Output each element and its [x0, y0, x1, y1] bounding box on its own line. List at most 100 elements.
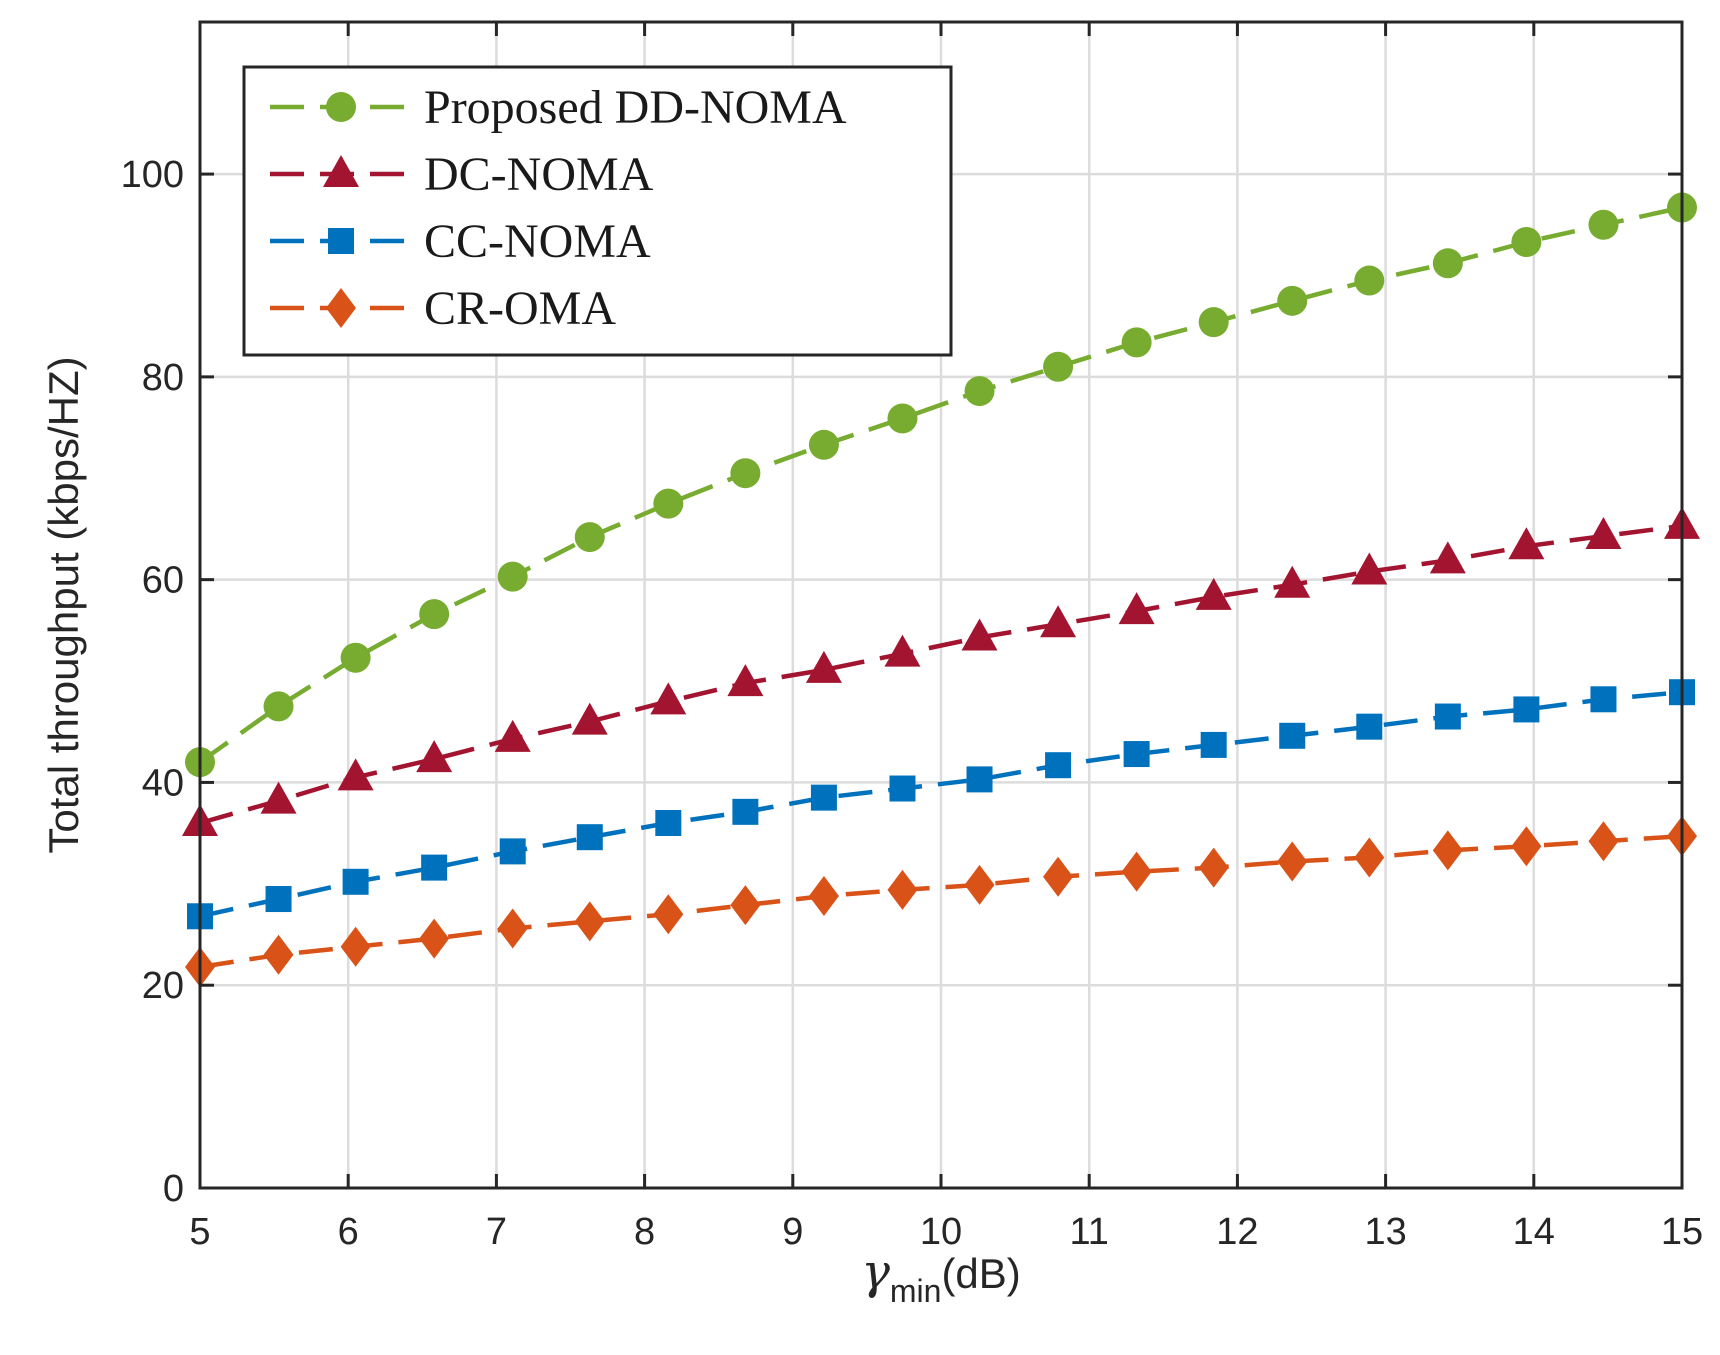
legend-entry-proposed-dd-noma: Proposed DD-NOMA — [270, 81, 847, 134]
data-point-cr-oma — [1588, 821, 1619, 862]
legend-entry-cc-noma: CC-NOMA — [270, 215, 651, 268]
legend-marker-dc-noma — [323, 155, 359, 187]
x-tick-label: 13 — [1364, 1211, 1406, 1253]
data-point-dc-noma — [1274, 565, 1311, 598]
series-layer — [182, 192, 1700, 987]
data-point-proposed-dd-noma — [808, 429, 839, 460]
legend-label-cr-oma: CR-OMA — [424, 282, 616, 335]
data-point-proposed-dd-noma — [497, 561, 528, 592]
legend-marker-proposed-dd-noma — [326, 92, 356, 122]
data-point-cc-noma — [421, 854, 448, 881]
data-point-dc-noma — [494, 719, 531, 752]
y-tick-label: 80 — [142, 357, 184, 399]
data-point-proposed-dd-noma — [653, 488, 684, 519]
series-line-proposed-dd-noma — [198, 205, 1683, 764]
series-cc-noma — [187, 679, 1695, 930]
data-point-cr-oma — [1277, 841, 1308, 882]
data-point-cr-oma — [1511, 826, 1542, 867]
data-point-dc-noma — [571, 702, 608, 735]
data-point-cc-noma — [1356, 713, 1383, 740]
data-point-dc-noma — [961, 618, 998, 651]
data-point-dc-noma — [805, 650, 842, 683]
data-point-proposed-dd-noma — [1354, 265, 1385, 296]
data-point-cr-oma — [1043, 856, 1074, 897]
data-point-dc-noma — [337, 758, 374, 791]
y-tick-label: 100 — [121, 154, 184, 196]
x-axis-symbol: γ — [861, 1244, 890, 1300]
legend-marker-cc-noma — [328, 228, 354, 254]
legend: Proposed DD-NOMA DC-NOMA CC-NOMA CR-OMA — [242, 65, 953, 357]
data-point-cr-oma — [340, 926, 371, 967]
x-tick-label: 5 — [189, 1211, 210, 1253]
data-point-cr-oma — [574, 901, 605, 942]
data-point-cr-oma — [419, 918, 450, 959]
data-point-cc-noma — [732, 798, 759, 825]
data-point-proposed-dd-noma — [1277, 285, 1308, 316]
series-line-dc-noma — [199, 523, 1683, 826]
data-point-proposed-dd-noma — [419, 599, 450, 630]
data-point-dc-noma — [1585, 517, 1622, 550]
legend-entry-dc-noma: DC-NOMA — [270, 148, 654, 201]
data-point-proposed-dd-noma — [1198, 307, 1229, 338]
x-tick-label: 10 — [920, 1211, 962, 1253]
data-point-proposed-dd-noma — [263, 691, 294, 722]
x-axis-unit: (dB) — [941, 1250, 1020, 1297]
x-axis-subscript: min — [890, 1273, 942, 1309]
legend-label-cc-noma: CC-NOMA — [424, 215, 651, 268]
y-tick-label: 20 — [142, 965, 184, 1007]
data-point-cc-noma — [1590, 686, 1617, 713]
data-point-dc-noma — [1040, 605, 1077, 638]
data-point-cc-noma — [1513, 696, 1540, 723]
data-point-dc-noma — [1508, 527, 1545, 560]
data-point-proposed-dd-noma — [1588, 209, 1619, 240]
data-point-cr-oma — [808, 875, 839, 916]
x-tick-label: 8 — [634, 1211, 655, 1253]
series-proposed-dd-noma — [185, 192, 1697, 778]
x-axis-label: γmin(dB) — [861, 1244, 1021, 1309]
data-point-cc-noma — [576, 824, 603, 851]
data-point-proposed-dd-noma — [1121, 327, 1152, 358]
data-point-cc-noma — [265, 886, 292, 913]
y-tick-label: 40 — [142, 762, 184, 804]
data-point-cr-oma — [887, 869, 918, 910]
data-point-proposed-dd-noma — [1432, 248, 1463, 279]
data-point-dc-noma — [727, 664, 764, 697]
data-point-proposed-dd-noma — [340, 642, 371, 673]
x-tick-label: 14 — [1513, 1211, 1555, 1253]
x-tick-label: 11 — [1069, 1211, 1108, 1253]
legend-label-proposed-dd-noma: Proposed DD-NOMA — [424, 81, 847, 134]
data-point-cr-oma — [1432, 830, 1463, 871]
data-point-cc-noma — [810, 784, 837, 811]
data-point-cc-noma — [499, 838, 526, 865]
legend-marker-cr-oma — [326, 288, 356, 328]
data-point-dc-noma — [884, 634, 921, 667]
data-point-cr-oma — [653, 894, 684, 935]
data-point-proposed-dd-noma — [1511, 227, 1542, 258]
data-point-cr-oma — [730, 885, 761, 926]
data-point-cr-oma — [497, 908, 528, 949]
data-point-cc-noma — [1200, 731, 1227, 758]
data-point-dc-noma — [1195, 577, 1232, 610]
legend-box — [242, 65, 953, 357]
data-point-cr-oma — [1121, 851, 1152, 892]
data-point-proposed-dd-noma — [887, 403, 918, 434]
x-tick-label: 9 — [782, 1211, 803, 1253]
data-point-proposed-dd-noma — [964, 376, 995, 407]
x-tick-label: 15 — [1661, 1211, 1703, 1253]
data-point-cr-oma — [964, 864, 995, 905]
data-point-dc-noma — [1351, 552, 1388, 585]
data-point-proposed-dd-noma — [1043, 351, 1074, 382]
data-point-cr-oma — [1354, 837, 1385, 878]
data-point-dc-noma — [260, 781, 297, 814]
data-point-proposed-dd-noma — [574, 522, 605, 553]
y-tick-label: 0 — [163, 1168, 184, 1210]
data-point-cc-noma — [1279, 722, 1306, 749]
x-tick-label: 12 — [1216, 1211, 1258, 1253]
y-tick-label: 60 — [142, 560, 184, 602]
y-axis-label: Total throughput (kbps/HZ) — [40, 356, 87, 853]
data-point-dc-noma — [1118, 592, 1155, 625]
data-point-dc-noma — [1429, 541, 1466, 574]
series-cr-oma — [185, 816, 1697, 987]
data-point-cc-noma — [342, 868, 369, 895]
tick-labels: 5 6 7 8 9 10 11 12 13 14 15 0 20 40 60 80 100 — [121, 154, 1704, 1253]
